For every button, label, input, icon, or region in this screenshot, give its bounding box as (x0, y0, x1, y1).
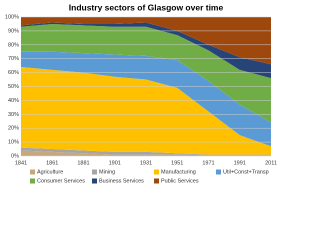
area (21, 22, 271, 79)
area (21, 23, 271, 123)
x-tick-label: 1841 (15, 160, 27, 166)
legend-label: Public Services (161, 178, 199, 184)
legend-swatch (216, 169, 221, 175)
y-tick-label: 60% (8, 70, 19, 76)
x-tick-label: 1881 (77, 160, 89, 166)
legend-label: Mining (99, 169, 115, 175)
legend-label: Consumer Services (37, 178, 85, 184)
x-tick-label: 1991 (234, 160, 246, 166)
area (21, 67, 271, 155)
x-tick-label: 1901 (109, 160, 121, 166)
legend-swatch (30, 169, 35, 175)
x-tick-label: 1861 (46, 160, 58, 166)
area (21, 147, 271, 156)
y-tick-label: 100% (5, 14, 19, 20)
legend-swatch (154, 178, 159, 184)
legend-swatch (92, 178, 97, 184)
x-tick-label: 1971 (202, 160, 214, 166)
legend-swatch (92, 169, 97, 175)
chart-title: Industry sectors of Glasgow over time (69, 2, 224, 12)
legend-label: Agriculture (37, 169, 63, 175)
area (21, 150, 271, 156)
area (21, 51, 271, 147)
y-tick-label: 10% (8, 140, 19, 146)
y-tick-label: 80% (8, 42, 19, 48)
y-tick-label: 20% (8, 126, 19, 132)
y-tick-label: 90% (8, 28, 19, 34)
y-tick-label: 0% (11, 153, 19, 159)
y-tick-label: 50% (8, 84, 19, 90)
y-tick-label: 40% (8, 98, 19, 104)
x-tick-label: 2011 (265, 160, 277, 166)
x-tick-label: 1951 (171, 160, 183, 166)
legend-label: Util+Const+Transp (223, 169, 269, 175)
legend-swatch (154, 169, 159, 175)
area (21, 17, 271, 65)
chart: Industry sectors of Glasgow over time 0%… (5, 2, 277, 184)
legend-label: Business Services (99, 178, 144, 184)
legend-label: Manufacturing (161, 169, 196, 175)
legend-swatch (30, 178, 35, 184)
x-tick-label: 1931 (140, 160, 152, 166)
y-tick-label: 70% (8, 56, 19, 62)
y-tick-label: 30% (8, 112, 19, 118)
